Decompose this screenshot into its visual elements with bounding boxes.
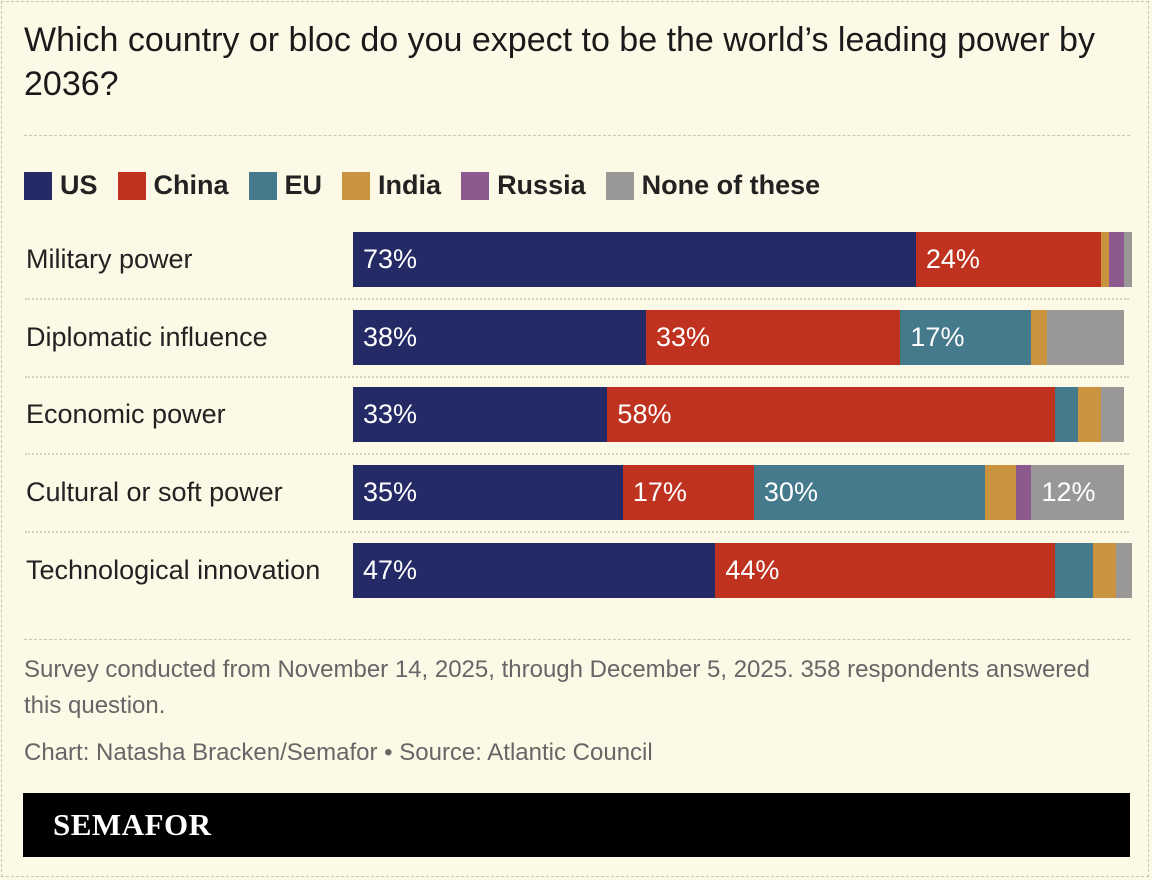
bar-segment-india <box>1077 387 1102 442</box>
data-label: 33% <box>655 322 711 352</box>
bar-segment-none-of-these <box>1124 232 1133 287</box>
bar-segment-eu <box>1054 387 1079 442</box>
data-label: 33% <box>363 399 418 429</box>
legend: US China EU India Russia None of these <box>24 170 840 201</box>
bar-segment-china: 24% <box>915 232 1102 287</box>
bar-segment-china: 44% <box>715 543 1056 598</box>
row-separator <box>25 376 1129 378</box>
bar-segment-india <box>1093 543 1117 598</box>
legend-swatch <box>342 171 371 200</box>
brand-bar: SEMAFOR <box>23 793 1130 857</box>
bar-segment-none-of-these <box>1100 387 1125 442</box>
legend-label: China <box>153 170 229 200</box>
category-label: Economic power <box>26 399 226 429</box>
legend-swatch <box>605 171 634 200</box>
data-label: 35% <box>363 477 418 507</box>
legend-item: India <box>342 170 441 201</box>
legend-swatch <box>24 171 52 200</box>
legend-label: India <box>378 170 442 200</box>
divider <box>24 135 1130 136</box>
legend-item: EU <box>248 170 323 201</box>
legend-item: US <box>24 170 98 201</box>
category-label: Diplomatic influence <box>26 322 268 352</box>
legend-label: US <box>60 170 98 200</box>
row-separator <box>25 453 1129 455</box>
chart-title: Which country or bloc do you expect to b… <box>24 21 1095 103</box>
stacked-bar: 33% 58% <box>353 387 1125 442</box>
bar-segment-china: 17% <box>622 465 755 520</box>
row-separator <box>25 531 1129 533</box>
bar-segment-us: 47% <box>353 543 716 598</box>
bar-segment-none-of-these <box>1046 310 1125 365</box>
data-label: 58% <box>617 399 672 429</box>
bar-segment-india <box>985 465 1017 520</box>
stacked-bar: 35% 17% 30% 12% <box>353 465 1125 520</box>
bar-segment-none-of-these: 12% <box>1031 465 1125 520</box>
legend-item: Russia <box>461 170 586 201</box>
credit: Chart: Natasha Bracken/Semafor • Source:… <box>24 739 653 766</box>
divider <box>24 639 1130 640</box>
legend-item: None of these <box>605 170 821 201</box>
bar-segment-eu <box>1054 543 1094 598</box>
legend-label: None of these <box>641 170 821 200</box>
bar-segment-india <box>1100 232 1110 287</box>
data-label: 38% <box>363 322 418 352</box>
legend-swatch <box>248 171 277 200</box>
legend-label: EU <box>284 170 323 200</box>
semafor-logo: SEMAFOR <box>53 807 212 842</box>
bar-segment-us: 33% <box>353 387 608 442</box>
bar-segment-russia <box>1016 465 1032 520</box>
bar-segment-us: 35% <box>353 465 624 520</box>
legend-swatch <box>461 171 490 200</box>
category-label: Military power <box>26 244 193 274</box>
legend-swatch <box>117 171 146 200</box>
legend-item: China <box>117 170 229 201</box>
data-label: 17% <box>632 477 687 507</box>
data-label: 73% <box>363 244 418 274</box>
stacked-bar: 38% 33% 17% <box>353 310 1125 365</box>
data-label: 44% <box>725 555 780 585</box>
bar-segment-russia <box>1108 232 1125 287</box>
data-label: 17% <box>910 322 965 352</box>
footnote: Survey conducted from November 14, 2025,… <box>24 656 1090 719</box>
stacked-bar: 73% 24% <box>353 232 1133 287</box>
bar-segment-none-of-these <box>1116 543 1133 598</box>
bar-segment-eu: 17% <box>900 310 1032 365</box>
bar-segment-china: 58% <box>607 387 1056 442</box>
bar-segment-china: 33% <box>645 310 901 365</box>
category-label: Cultural or soft power <box>26 477 283 507</box>
bar-segment-us: 73% <box>353 232 917 287</box>
stacked-bar: 47% 44% <box>353 543 1133 598</box>
data-label: 24% <box>925 244 980 274</box>
bar-segment-india <box>1031 310 1048 365</box>
category-label: Technological innovation <box>26 555 321 585</box>
data-label: 12% <box>1041 477 1096 507</box>
row-separator <box>25 298 1129 300</box>
bar-segment-eu: 30% <box>753 465 986 520</box>
legend-label: Russia <box>497 170 586 200</box>
bar-segment-us: 38% <box>353 310 647 365</box>
data-label: 30% <box>763 477 818 507</box>
data-label: 47% <box>363 555 418 585</box>
